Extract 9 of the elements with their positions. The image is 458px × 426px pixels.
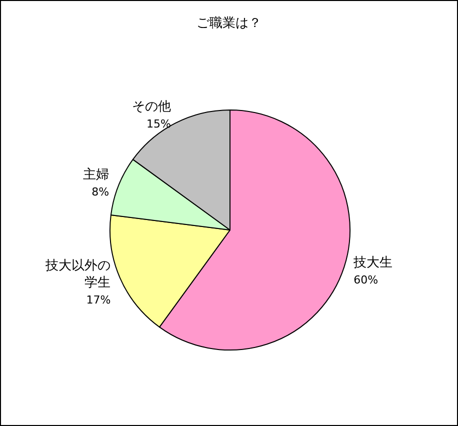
data-label: 8%: [92, 186, 110, 199]
data-label: 15%: [146, 118, 171, 131]
slice-label: その他: [132, 100, 171, 115]
chart-title: ご職業は？: [196, 16, 262, 31]
data-label: 60%: [354, 274, 378, 287]
slice-label: 技大生: [352, 256, 393, 271]
data-label: 17%: [86, 294, 111, 307]
slice-label: 技大以外の学生: [44, 258, 111, 291]
slice-label: 主婦: [83, 166, 110, 183]
